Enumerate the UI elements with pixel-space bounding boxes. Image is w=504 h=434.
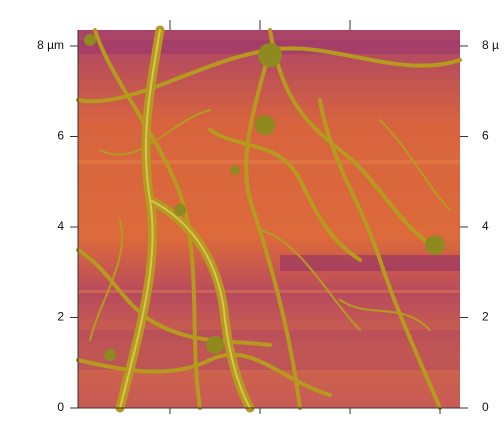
right-axis-label: 2 bbox=[482, 310, 489, 324]
left-axis-label: 8 µm bbox=[37, 38, 64, 52]
left-axis-label: 6 bbox=[57, 129, 64, 143]
left-axis-label: 0 bbox=[57, 400, 64, 414]
left-axis-label: 2 bbox=[57, 310, 64, 324]
right-axis-label: 0 bbox=[482, 400, 489, 414]
left-axis-label: 4 bbox=[57, 219, 64, 233]
afm-image bbox=[78, 30, 460, 408]
right-axis-label: 8 µ bbox=[482, 38, 499, 52]
right-axis-label: 6 bbox=[482, 129, 489, 143]
afm-figure: 8 µm 6 4 2 0 8 µ 6 4 2 0 bbox=[0, 0, 504, 429]
right-axis-label: 4 bbox=[482, 219, 489, 233]
